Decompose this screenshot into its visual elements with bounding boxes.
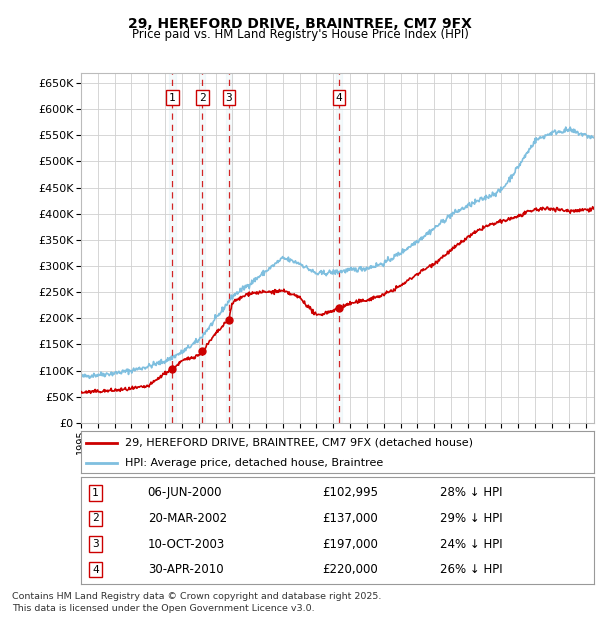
Text: Contains HM Land Registry data © Crown copyright and database right 2025.
This d: Contains HM Land Registry data © Crown c… (12, 592, 382, 613)
Bar (336, 73, 342, 423)
Text: 29, HEREFORD DRIVE, BRAINTREE, CM7 9FX (detached house): 29, HEREFORD DRIVE, BRAINTREE, CM7 9FX (… (125, 438, 473, 448)
Text: 3: 3 (92, 539, 99, 549)
Text: HPI: Average price, detached house, Braintree: HPI: Average price, detached house, Brai… (125, 458, 383, 467)
Text: 1: 1 (169, 92, 176, 103)
Text: £197,000: £197,000 (322, 538, 378, 551)
Text: 06-JUN-2000: 06-JUN-2000 (148, 486, 222, 499)
Text: £220,000: £220,000 (322, 563, 378, 576)
Text: 20-MAR-2002: 20-MAR-2002 (148, 512, 227, 525)
Bar (199, 73, 205, 423)
Text: 4: 4 (92, 565, 99, 575)
Text: 2: 2 (199, 92, 206, 103)
Text: 26% ↓ HPI: 26% ↓ HPI (440, 563, 503, 576)
Text: 28% ↓ HPI: 28% ↓ HPI (440, 486, 503, 499)
Text: 1: 1 (92, 488, 99, 498)
Text: 4: 4 (335, 92, 342, 103)
Text: 29% ↓ HPI: 29% ↓ HPI (440, 512, 503, 525)
Text: 10-OCT-2003: 10-OCT-2003 (148, 538, 225, 551)
Text: 2: 2 (92, 513, 99, 523)
Text: 24% ↓ HPI: 24% ↓ HPI (440, 538, 503, 551)
Text: 30-APR-2010: 30-APR-2010 (148, 563, 223, 576)
Bar (226, 73, 232, 423)
Bar (169, 73, 176, 423)
Text: £102,995: £102,995 (322, 486, 378, 499)
Text: 29, HEREFORD DRIVE, BRAINTREE, CM7 9FX: 29, HEREFORD DRIVE, BRAINTREE, CM7 9FX (128, 17, 472, 30)
Text: 3: 3 (226, 92, 232, 103)
Text: £137,000: £137,000 (322, 512, 378, 525)
Text: Price paid vs. HM Land Registry's House Price Index (HPI): Price paid vs. HM Land Registry's House … (131, 29, 469, 41)
